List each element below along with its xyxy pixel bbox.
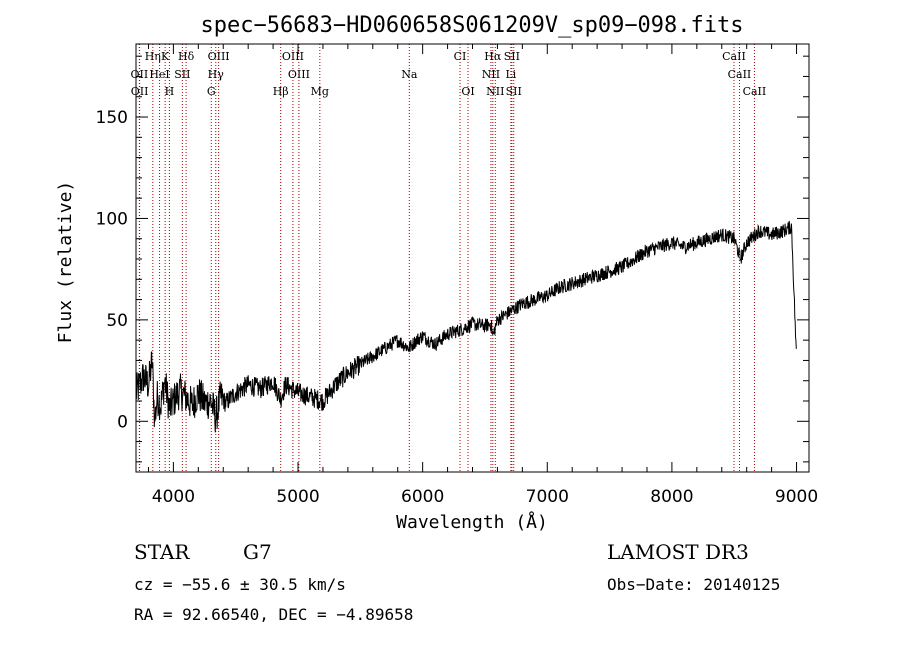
x-tick-label: 7000 (526, 487, 569, 507)
spectral-line-label: G (207, 85, 216, 98)
spectrum-line (135, 220, 797, 433)
object-subclass: G7 (243, 540, 272, 564)
spectral-line-label: SII (504, 50, 520, 63)
x-tick-label: 8000 (650, 487, 693, 507)
spectral-line-label: Hγ (208, 68, 225, 81)
spectral-line-label: SII (506, 85, 522, 98)
spectral-line-label: Mg (311, 85, 329, 98)
spectral-line-label: K (161, 50, 170, 63)
spectral-line-label: Hβ (273, 85, 289, 98)
spectral-line-label: OI (461, 85, 474, 98)
coordinates: RA = 92.66540, DEC = −4.89658 (134, 605, 413, 624)
spectral-line-label: CaII (728, 68, 752, 81)
x-tick-label: 5000 (276, 487, 319, 507)
spectral-line-label: NII (482, 68, 500, 81)
spectral-line-label: OIII (208, 50, 230, 63)
spectral-line-label: OIII (288, 68, 310, 81)
spectral-line-markers (138, 44, 755, 472)
spectral-line-label: Hη (145, 50, 161, 63)
spectral-line-label: Hα (484, 50, 502, 63)
observation-date: Obs−Date: 20140125 (607, 575, 780, 594)
spectral-line-label: OIII (282, 50, 304, 63)
y-axis-label: Flux (relative) (55, 181, 76, 344)
spectral-line-label: CaII (743, 85, 767, 98)
survey-name: LAMOST DR3 (607, 540, 749, 564)
x-tick-label: 9000 (775, 487, 818, 507)
spectral-line-label: Na (401, 68, 418, 81)
y-tick-label: 50 (106, 311, 128, 331)
spectral-line-label: HeI (149, 68, 169, 81)
spectral-line-label: OII (131, 85, 149, 98)
object-class: STAR (134, 540, 190, 564)
spectral-line-label: CaII (722, 50, 746, 63)
spectral-line-label: OII (131, 68, 149, 81)
y-tick-label: 150 (96, 108, 128, 128)
y-tick-label: 0 (117, 412, 128, 432)
spectral-line-label: SII (174, 68, 190, 81)
y-tick-label: 100 (96, 209, 128, 229)
spectral-line-label: CI (454, 50, 467, 63)
axis-ticks: 4000 5000 6000 7000 8000 9000 0 50 100 150 (96, 44, 818, 507)
spectral-line-label: NII (486, 85, 504, 98)
x-axis-label: Wavelength (Å) (396, 511, 548, 533)
spectral-line-label: H (165, 85, 175, 98)
spectral-line-label: Hδ (178, 50, 195, 63)
chart-title: spec−56683−HD060658S061209V_sp09−098.fit… (200, 13, 743, 38)
spectral-line-label: Li (505, 68, 516, 81)
x-tick-label: 4000 (152, 487, 195, 507)
redshift-value: cz = −55.6 ± 30.5 km/s (134, 575, 346, 594)
x-tick-label: 6000 (401, 487, 444, 507)
plot-frame (135, 43, 810, 473)
